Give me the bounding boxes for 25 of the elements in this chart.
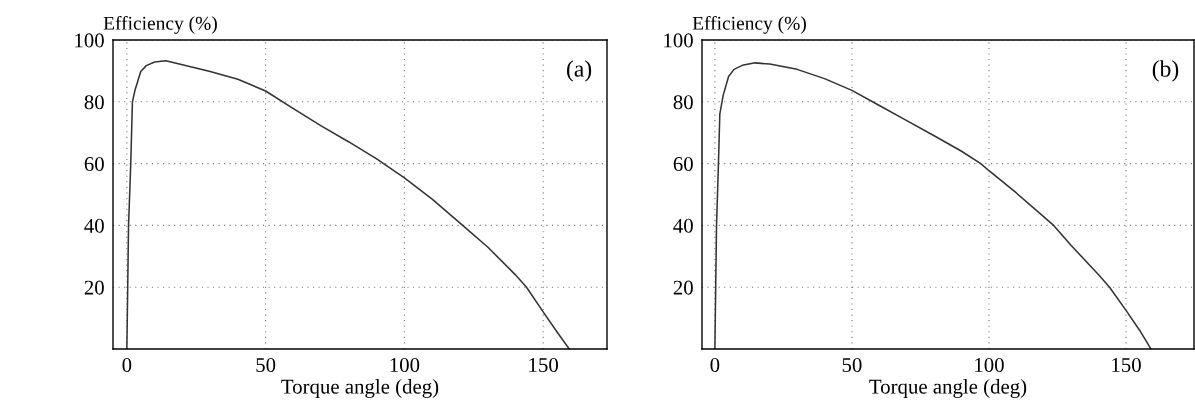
y-tick-label: 60: [84, 156, 104, 172]
x-tick-label: 150: [1112, 357, 1141, 372]
y-tick-label: 20: [673, 280, 693, 295]
y-tick-label: 100: [664, 33, 693, 48]
y-tick-label: 100: [75, 33, 104, 48]
y-tick-label: 40: [673, 218, 693, 233]
y-tick-label: 80: [84, 95, 104, 110]
y-axis-title: Efficiency (%): [103, 15, 217, 34]
y-tick-label: 80: [673, 95, 693, 110]
x-tick-label: 0: [122, 357, 132, 372]
annotation: (a): [567, 60, 592, 82]
x-axis-title: Torque angle (deg): [869, 379, 1027, 398]
x-tick-label: 100: [975, 357, 1004, 372]
annotation: (b): [1152, 60, 1179, 82]
y-tick-label: 60: [673, 156, 693, 172]
x-tick-label: 50: [842, 357, 862, 372]
x-tick-label: 150: [529, 357, 558, 372]
y-tick-label: 40: [84, 218, 104, 233]
x-tick-label: 0: [710, 357, 720, 372]
x-axis-title: Torque angle (deg): [281, 379, 439, 398]
x-tick-label: 50: [256, 357, 276, 372]
y-axis-title: Efficiency (%): [692, 15, 806, 34]
line-series: [714, 62, 1152, 349]
x-tick-label: 100: [390, 357, 420, 372]
y-tick-label: 20: [84, 280, 104, 295]
